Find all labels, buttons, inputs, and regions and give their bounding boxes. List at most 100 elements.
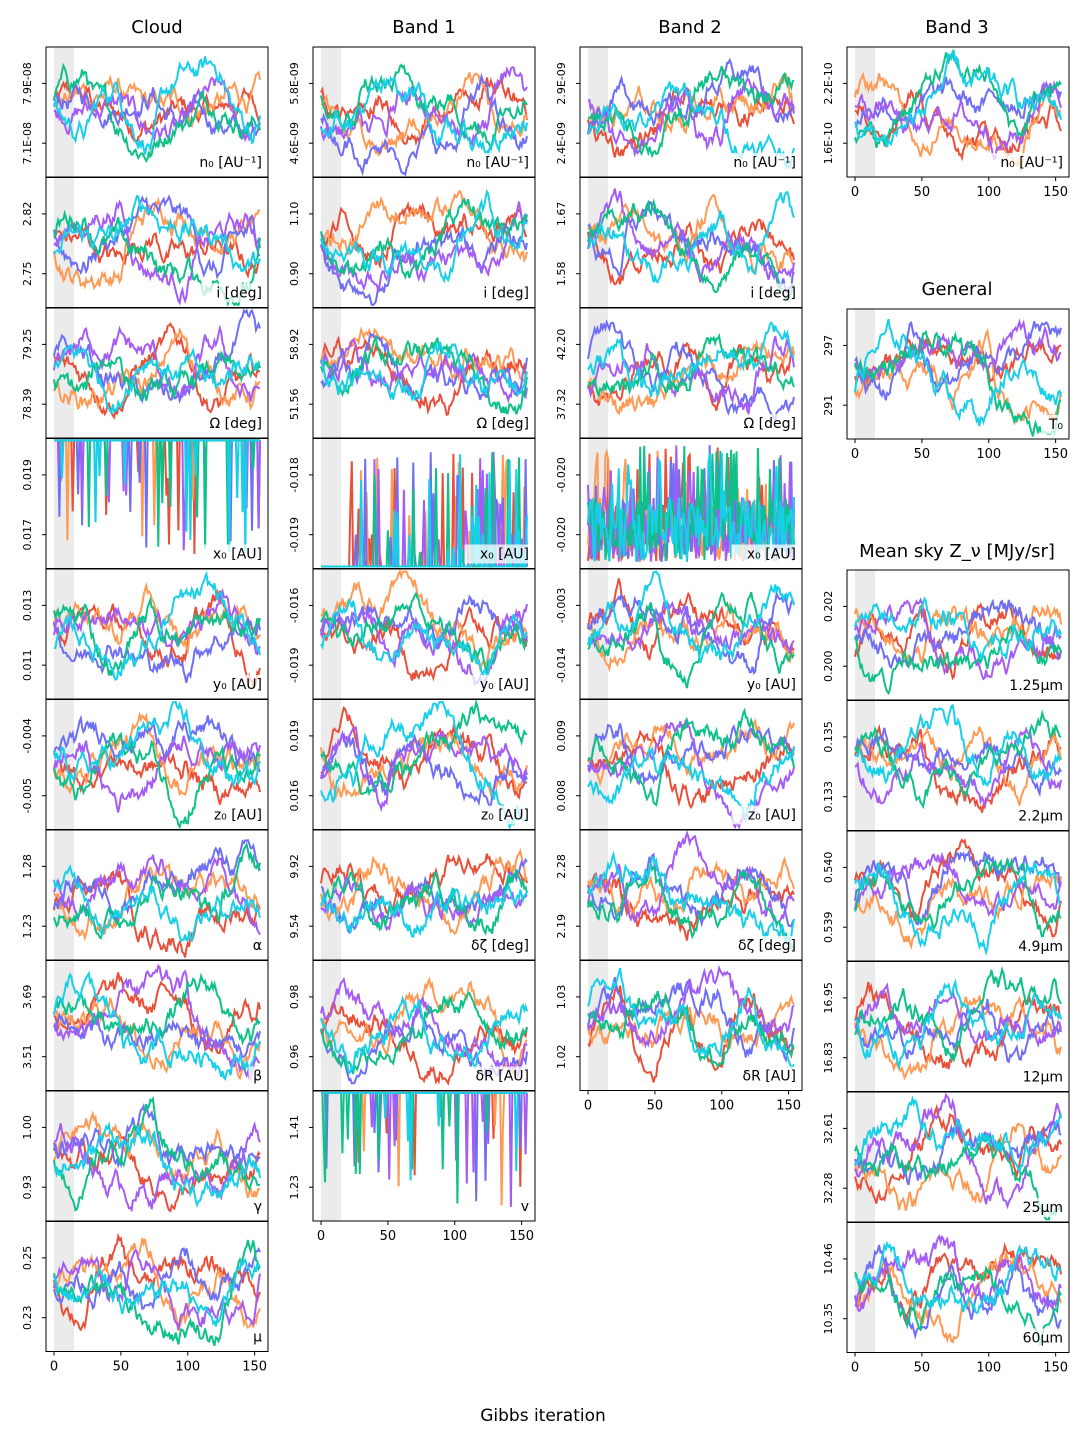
series-group (53, 701, 261, 830)
y-tick-label: -0.018 (288, 457, 301, 492)
panel-band1-x0: -0.018 -0.019 x₀ [AU] (288, 438, 536, 569)
series-group (53, 1232, 261, 1347)
chain-6-line (53, 1257, 261, 1327)
panel-label: T₀ (1048, 417, 1064, 433)
column-title-cloud: Cloud (131, 17, 182, 38)
chain-2-line (321, 1092, 527, 1206)
series-group (854, 48, 1062, 172)
y-tick-label: -0.005 (21, 778, 34, 813)
y-tick-label: 1.6E-10 (822, 122, 835, 164)
series-group (320, 847, 528, 938)
y-tick-label: 297 (822, 335, 835, 356)
y-tick-label: 0.135 (822, 721, 835, 753)
y-tick-label: -0.003 (555, 588, 568, 623)
y-tick-label: 3.69 (21, 985, 34, 1010)
series-group (587, 707, 795, 830)
panel-label: x₀ [AU] (480, 547, 529, 563)
panel-label-box (180, 153, 265, 172)
chain-1-line (53, 750, 261, 805)
series-group (53, 963, 261, 1082)
chain-6-line (587, 453, 795, 563)
y-tick-label: 0.540 (822, 852, 835, 884)
series-group (320, 188, 528, 306)
chain-3-line (587, 319, 795, 424)
burn-in-shading (54, 960, 75, 1091)
panel-frame (45, 1221, 269, 1352)
chain-2-line (854, 726, 1062, 806)
y-tick-label: 51.56 (288, 388, 301, 420)
panel-label: Ω [deg] (744, 416, 796, 432)
panel-label-box (248, 936, 265, 955)
x-tick-label: 150 (1043, 447, 1068, 462)
chain-4-line (587, 717, 795, 830)
panel-band1-dR: 0.98 0.96 δR [AU] (288, 960, 536, 1091)
y-tick-label: 10.46 (822, 1243, 835, 1275)
panel-label-box (731, 414, 799, 433)
series-group (321, 1092, 528, 1207)
y-tick-label: 0.202 (822, 591, 835, 623)
chain-6-line (53, 344, 261, 415)
y-tick-label: 58.92 (288, 329, 301, 361)
chain-6-line (320, 75, 528, 159)
panel-label: i [deg] (216, 286, 262, 302)
series-group (53, 56, 261, 163)
chain-3-line (587, 977, 795, 1063)
y-tick-label: 0.98 (288, 985, 301, 1010)
panel-label-box (515, 1197, 532, 1216)
chain-3-line (854, 1244, 1062, 1340)
panel-cloud-z0: -0.004 -0.005 z₀ [AU] (21, 699, 269, 830)
column-title-band2: Band 2 (658, 17, 721, 38)
chain-3-line (320, 221, 528, 306)
panel-label: n₀ [AU⁻¹] (466, 155, 529, 171)
chain-6-line (854, 1095, 1062, 1175)
series-group (53, 308, 261, 420)
x-tick-label: 0 (584, 1099, 592, 1114)
y-tick-label: 2.82 (21, 202, 34, 227)
general-title: General (922, 279, 993, 300)
panel-frame (846, 1222, 1070, 1353)
panel-band2-omega: 42.20 37.32 Ω [deg] (555, 307, 803, 439)
panel-label: β (253, 1069, 262, 1085)
chain-5-line (587, 591, 795, 689)
chain-6-line (854, 978, 1062, 1071)
panel-sky-1.25: 0.202 0.200 1.25μm (822, 569, 1070, 701)
y-tick-label: 1.03 (555, 985, 568, 1010)
x-tick-label: 0 (851, 1361, 859, 1376)
x-tick-label: 0 (851, 185, 859, 200)
panel-label-box (464, 283, 532, 303)
panel-sky-12: 16.95 16.83 12μm (822, 961, 1070, 1092)
panel-sky-60: 10.46 10.35 60μm 0 50 100 150 (822, 1222, 1070, 1376)
panel-label-box (464, 805, 532, 825)
y-tick-label: 3.51 (21, 1044, 34, 1069)
panel-band1-n0: 5.8E-09 4.6E-09 n₀ [AU⁻¹] (288, 46, 536, 178)
chain-4-line (320, 976, 528, 1078)
chain-6-line (53, 1121, 261, 1209)
y-tick-label: 16.83 (822, 1042, 835, 1074)
chain-1-line (320, 200, 528, 270)
chain-3-line (854, 727, 1062, 798)
x-tick-label: 100 (976, 447, 1001, 462)
panel-frame (579, 960, 803, 1091)
panel-label: Ω [deg] (210, 416, 262, 432)
panel-band2-x0: -0.020 -0.020 x₀ [AU] (555, 438, 803, 569)
panel-label: 60μm (1023, 1331, 1063, 1347)
series-group (587, 188, 795, 303)
y-tick-label: 2.2E-10 (822, 62, 835, 104)
series-group (587, 830, 795, 953)
chain-6-line (53, 56, 261, 155)
panel-cloud-mu: 0.25 0.23 μ 0 50 100 150 (21, 1221, 269, 1375)
panel-label-box (1015, 937, 1066, 956)
chain-1-line (587, 729, 795, 810)
series-group (587, 57, 795, 170)
panel-cloud-i: 2.82 2.75 i [deg] (21, 177, 269, 308)
series-group (54, 439, 261, 555)
panel-label: y₀ [AU] (747, 677, 796, 693)
y-tick-label: 9.92 (288, 854, 301, 879)
panel-label: v (521, 1199, 529, 1215)
column-title-band1: Band 1 (392, 17, 455, 38)
panel-label-box (197, 805, 265, 825)
chain-3-line (854, 998, 1062, 1064)
panel-label-box (731, 675, 799, 694)
x-tick-label: 150 (509, 1229, 534, 1244)
y-tick-label: 16.95 (822, 982, 835, 1014)
